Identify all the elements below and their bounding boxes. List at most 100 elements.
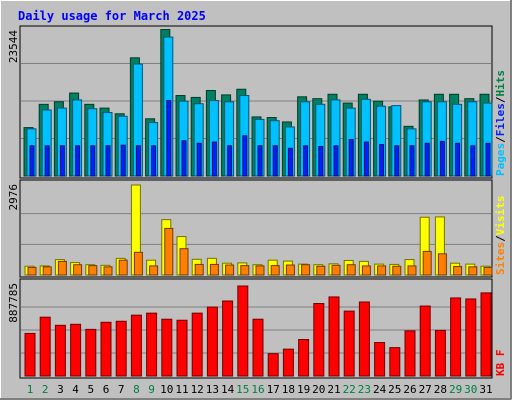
bar-sites-day-25 [392,265,402,276]
x-tick-label-day-22: 22 [343,383,356,396]
legend-item-4: Hits [494,70,507,97]
bar-pages-day-6 [105,145,111,177]
bar-sites-day-30 [468,266,478,276]
x-tick-label-day-1: 1 [27,383,34,396]
x-tick-label-day-26: 26 [403,383,416,396]
bar-sites-day-23 [361,265,371,276]
panel-sites-visits: 2976 Sites/Visits [7,179,507,278]
bar-pages-day-31 [485,142,491,177]
bar-pages-day-11 [181,140,187,177]
x-tick-label-day-19: 19 [297,383,310,396]
bar-pages-day-3 [59,145,65,177]
bar-pages-day-22 [348,139,354,177]
bar-kb-day-24 [374,342,386,377]
bar-sites-day-22 [346,264,356,276]
bar-pages-day-15 [242,135,248,177]
x-tick-label-day-10: 10 [160,383,173,396]
bar-sites-day-18 [285,264,295,276]
bar-kb-day-20 [313,303,325,377]
x-tick-label-day-21: 21 [327,383,340,396]
bar-sites-day-14 [225,264,235,276]
bar-kb-day-7 [115,320,127,377]
bar-kb-day-6 [100,321,112,377]
bar-pages-day-18 [287,147,293,177]
x-tick-label-day-11: 11 [175,383,188,396]
bar-pages-day-30 [470,145,476,177]
bar-pages-day-19 [303,145,309,177]
x-tick-label-day-7: 7 [118,383,125,396]
x-tick-label-day-15: 15 [236,383,249,396]
panel-3-legend: KB F [494,350,507,377]
bar-pages-day-16 [257,145,263,177]
legend-item-1: / [494,235,507,242]
bar-sites-day-12 [194,263,204,276]
bar-sites-day-31 [483,266,493,276]
panel-1-ymax-label: 23544 [7,30,20,63]
bar-kb-day-31 [480,292,492,377]
bar-kb-day-28 [434,329,446,377]
bar-sites-day-4 [73,264,83,276]
x-tick-label-day-9: 9 [148,383,155,396]
x-tick-label-day-4: 4 [72,383,79,396]
bar-kb-day-2 [39,316,51,377]
bar-sites-day-10 [164,227,174,276]
bar-pages-day-29 [455,142,461,177]
bar-sites-day-1 [27,266,37,276]
bar-kb-day-27 [419,305,431,377]
bar-kb-day-19 [298,339,310,377]
x-tick-label-day-27: 27 [419,383,432,396]
bar-sites-day-9 [149,265,159,276]
bar-sites-day-8 [133,251,143,276]
bar-kb-day-18 [282,348,294,377]
bar-sites-day-21 [331,264,341,276]
bar-kb-day-21 [328,296,340,377]
bar-sites-day-11 [179,248,189,276]
x-tick-label-day-29: 29 [449,383,462,396]
bar-kb-day-13 [206,306,218,377]
bar-pages-day-8 [135,145,141,177]
bar-sites-day-28 [437,253,447,276]
legend-item-2: Visits [494,196,507,236]
x-tick-label-day-31: 31 [479,383,492,396]
bar-sites-day-7 [118,259,128,276]
x-tick-label-day-12: 12 [191,383,204,396]
bar-kb-day-1 [24,332,36,377]
bar-pages-day-12 [196,142,202,177]
bar-pages-day-25 [394,145,400,177]
x-tick-label-day-13: 13 [206,383,219,396]
x-tick-label-day-6: 6 [103,383,110,396]
bar-kb-day-10 [161,318,173,377]
x-tick-label-day-5: 5 [87,383,94,396]
x-tick-label-day-18: 18 [282,383,295,396]
x-tick-label-day-16: 16 [251,383,264,396]
bar-pages-day-9 [151,145,157,177]
legend-item-3: / [494,96,507,103]
bar-sites-day-26 [407,265,417,276]
bar-pages-day-21 [333,145,339,177]
bar-kb-day-29 [450,297,462,377]
bar-kb-day-12 [191,312,203,377]
bar-sites-day-5 [88,265,98,276]
bar-pages-day-2 [44,145,50,177]
bar-sites-day-24 [377,265,387,276]
bar-pages-day-24 [379,144,385,177]
bar-pages-day-5 [90,145,96,177]
bar-sites-day-13 [209,263,219,276]
bar-sites-day-29 [453,266,463,276]
bar-kb-day-11 [176,319,188,377]
bar-kb-day-30 [465,298,477,377]
legend-item-2: Files [494,103,507,136]
x-tick-label-day-25: 25 [388,383,401,396]
legend-item-0: Pages [494,143,507,176]
bar-sites-day-19 [301,264,311,276]
bar-kb-day-5 [85,328,97,377]
bar-kb-day-4 [70,323,82,377]
bar-pages-day-17 [272,145,278,177]
bar-sites-day-16 [255,265,265,276]
bar-sites-day-2 [42,266,52,276]
bar-pages-day-28 [439,140,445,177]
bar-kb-day-14 [222,300,234,377]
x-tick-label-day-24: 24 [373,383,387,396]
bar-kb-day-15 [237,285,249,377]
